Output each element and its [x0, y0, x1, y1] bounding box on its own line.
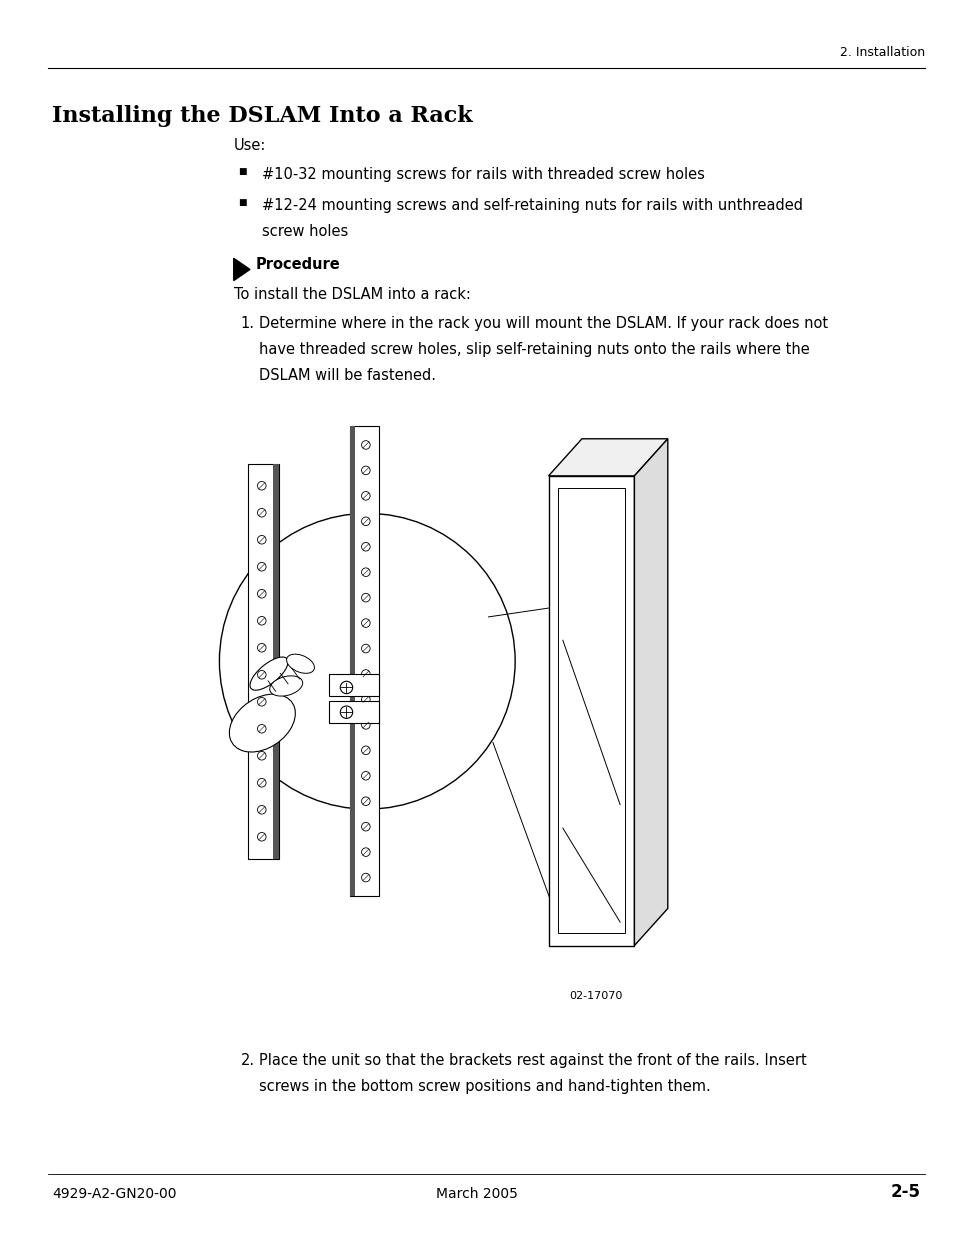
- Text: 4929-A2-GN20-00: 4929-A2-GN20-00: [52, 1188, 177, 1201]
- Ellipse shape: [229, 695, 295, 751]
- Text: screw holes: screw holes: [262, 224, 348, 239]
- Ellipse shape: [270, 676, 302, 696]
- Bar: [350, 426, 355, 896]
- Text: 1.: 1.: [240, 316, 254, 331]
- Bar: [248, 464, 278, 859]
- Bar: [329, 701, 378, 723]
- Polygon shape: [548, 439, 667, 476]
- Polygon shape: [233, 258, 250, 281]
- Text: 2. Installation: 2. Installation: [840, 46, 924, 59]
- Text: screws in the bottom screw positions and hand-tighten them.: screws in the bottom screw positions and…: [259, 1079, 711, 1094]
- Text: Use:: Use:: [233, 138, 266, 153]
- Ellipse shape: [340, 681, 353, 693]
- Text: #12-24 mounting screws and self-retaining nuts for rails with unthreaded: #12-24 mounting screws and self-retainin…: [262, 198, 802, 213]
- Ellipse shape: [286, 654, 314, 674]
- Text: Installing the DSLAM Into a Rack: Installing the DSLAM Into a Rack: [52, 105, 473, 127]
- Bar: [548, 476, 634, 946]
- Text: Place the unit so that the brackets rest against the front of the rails. Insert: Place the unit so that the brackets rest…: [259, 1053, 806, 1068]
- Bar: [329, 674, 378, 696]
- Text: Determine where in the rack you will mount the DSLAM. If your rack does not: Determine where in the rack you will mou…: [259, 316, 828, 331]
- Bar: [350, 426, 378, 896]
- Bar: [558, 488, 624, 933]
- Text: 02-17070: 02-17070: [569, 991, 622, 1001]
- Ellipse shape: [340, 706, 353, 718]
- Text: have threaded screw holes, slip self-retaining nuts onto the rails where the: have threaded screw holes, slip self-ret…: [259, 342, 809, 357]
- Text: ■: ■: [238, 198, 247, 206]
- Bar: [273, 464, 278, 859]
- Text: #10-32 mounting screws for rails with threaded screw holes: #10-32 mounting screws for rails with th…: [262, 167, 704, 182]
- Text: 2-5: 2-5: [890, 1183, 920, 1201]
- Ellipse shape: [250, 658, 288, 690]
- Polygon shape: [634, 439, 667, 946]
- Text: March 2005: March 2005: [436, 1188, 517, 1201]
- Text: DSLAM will be fastened.: DSLAM will be fastened.: [259, 368, 436, 383]
- Text: Procedure: Procedure: [255, 257, 340, 272]
- Text: 2.: 2.: [240, 1053, 254, 1068]
- Text: To install the DSLAM into a rack:: To install the DSLAM into a rack:: [233, 287, 470, 302]
- Text: ■: ■: [238, 167, 247, 176]
